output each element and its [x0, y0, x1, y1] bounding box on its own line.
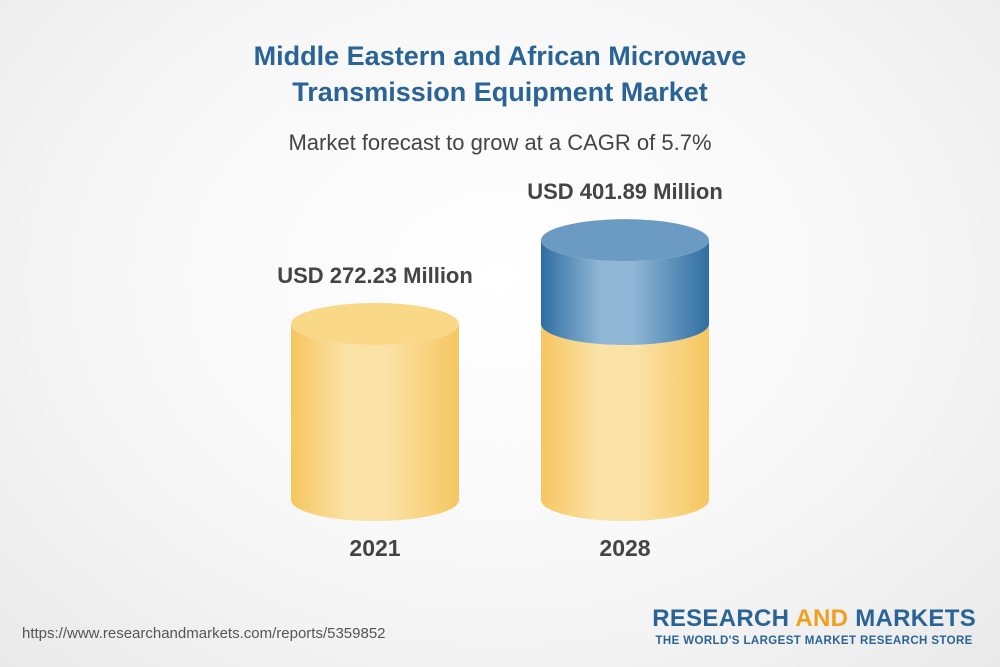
bar-2021-base: [291, 303, 459, 521]
chart-title-line-1: Middle Eastern and African Microwave: [253, 41, 747, 71]
value-label-2028: USD 401.89 Million: [527, 179, 723, 204]
value-label-2021: USD 272.23 Million: [277, 263, 473, 288]
bar-2021-base-body: [291, 324, 459, 521]
brand-name: RESEARCH AND MARKETS: [652, 605, 976, 632]
chart-title: Middle Eastern and African Microwave Tra…: [0, 38, 1000, 110]
bar-2028-base: [541, 324, 709, 521]
bar-2028-base-body: [541, 324, 709, 521]
bar-2028-growth-body: [541, 240, 709, 345]
category-label-2028: 2028: [599, 535, 650, 561]
bar-2021-base-top: [291, 303, 459, 345]
chart-subtitle: Market forecast to grow at a CAGR of 5.7…: [288, 130, 712, 155]
bar-2028-growth-top: [541, 219, 709, 262]
brand-tagline: THE WORLD'S LARGEST MARKET RESEARCH STOR…: [655, 635, 973, 647]
category-label-2021: 2021: [349, 535, 400, 561]
bar-2028-growth: [541, 219, 709, 345]
brand-logo: RESEARCH AND MARKETS THE WORLD'S LARGEST…: [652, 605, 976, 648]
chart-title-line-2: Transmission Equipment Market: [292, 77, 708, 107]
source-url[interactable]: https://www.researchandmarkets.com/repor…: [22, 625, 386, 642]
